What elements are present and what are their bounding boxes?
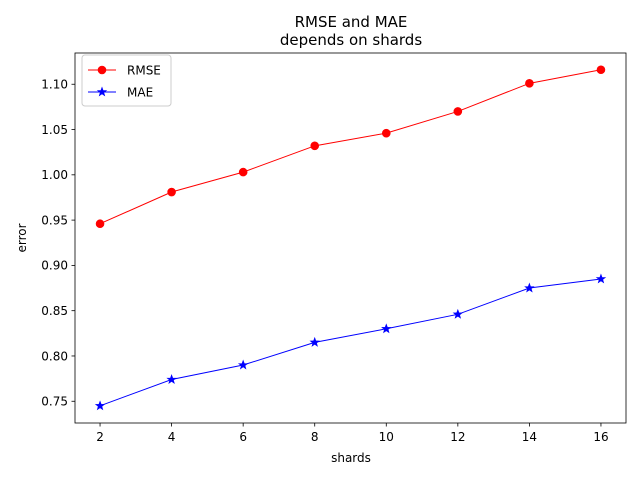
y-tick-label: 1.00 xyxy=(41,168,68,182)
legend-rmse-label: RMSE xyxy=(127,63,161,77)
chart-title-line-1: RMSE and MAE xyxy=(295,13,408,31)
x-tick-label: 14 xyxy=(522,430,537,444)
x-tick-label: 8 xyxy=(311,430,319,444)
axes: 2 4 6 8 10 12 14 16 0.75 0.80 0.85 0.90 0.95 1.00 1.05… xyxy=(41,52,627,444)
mae-point xyxy=(94,400,106,411)
rmse-point xyxy=(381,128,391,138)
legend-mae-label: MAE xyxy=(127,85,153,99)
mae-point xyxy=(595,273,607,284)
x-tick-label: 4 xyxy=(168,430,176,444)
x-tick-label: 10 xyxy=(379,430,394,444)
y-tick-label: 0.95 xyxy=(41,213,68,227)
x-tick-label: 12 xyxy=(450,430,465,444)
mae-point xyxy=(381,323,392,334)
legend-rmse-marker xyxy=(97,65,107,75)
rmse-point xyxy=(453,107,463,116)
x-axis-label: shards xyxy=(331,451,371,465)
mae-point xyxy=(452,308,464,319)
legend-mae-marker xyxy=(96,86,108,97)
mae-point xyxy=(237,359,249,370)
rmse-point xyxy=(167,187,176,197)
mae-point xyxy=(309,336,320,347)
y-tick-label: 0.80 xyxy=(41,349,68,363)
y-tick-label: 0.90 xyxy=(41,259,68,273)
legend: RMSE MAE xyxy=(81,54,172,107)
y-tick-label: 0.85 xyxy=(41,304,68,318)
plot-area xyxy=(94,65,607,411)
mae-point xyxy=(524,282,535,293)
y-tick-label: 1.05 xyxy=(41,123,68,137)
y-tick-label: 1.10 xyxy=(41,78,68,92)
rmse-point xyxy=(95,219,105,229)
y-axis-label: error xyxy=(15,223,29,252)
chart-title-line-2: depends on shards xyxy=(280,31,423,49)
x-tick-label: 2 xyxy=(96,430,104,444)
rmse-point xyxy=(238,167,248,177)
rmse-point xyxy=(525,79,534,88)
x-tick-label: 16 xyxy=(593,430,608,444)
rmse-series-line xyxy=(99,69,602,225)
rmse-point xyxy=(596,65,606,75)
axes-frame xyxy=(74,52,627,424)
x-tick-label: 6 xyxy=(239,430,247,444)
mae-series-line xyxy=(99,278,602,407)
mae-point xyxy=(166,374,177,384)
y-tick-label: 0.75 xyxy=(41,395,68,409)
rmse-point xyxy=(310,141,320,151)
